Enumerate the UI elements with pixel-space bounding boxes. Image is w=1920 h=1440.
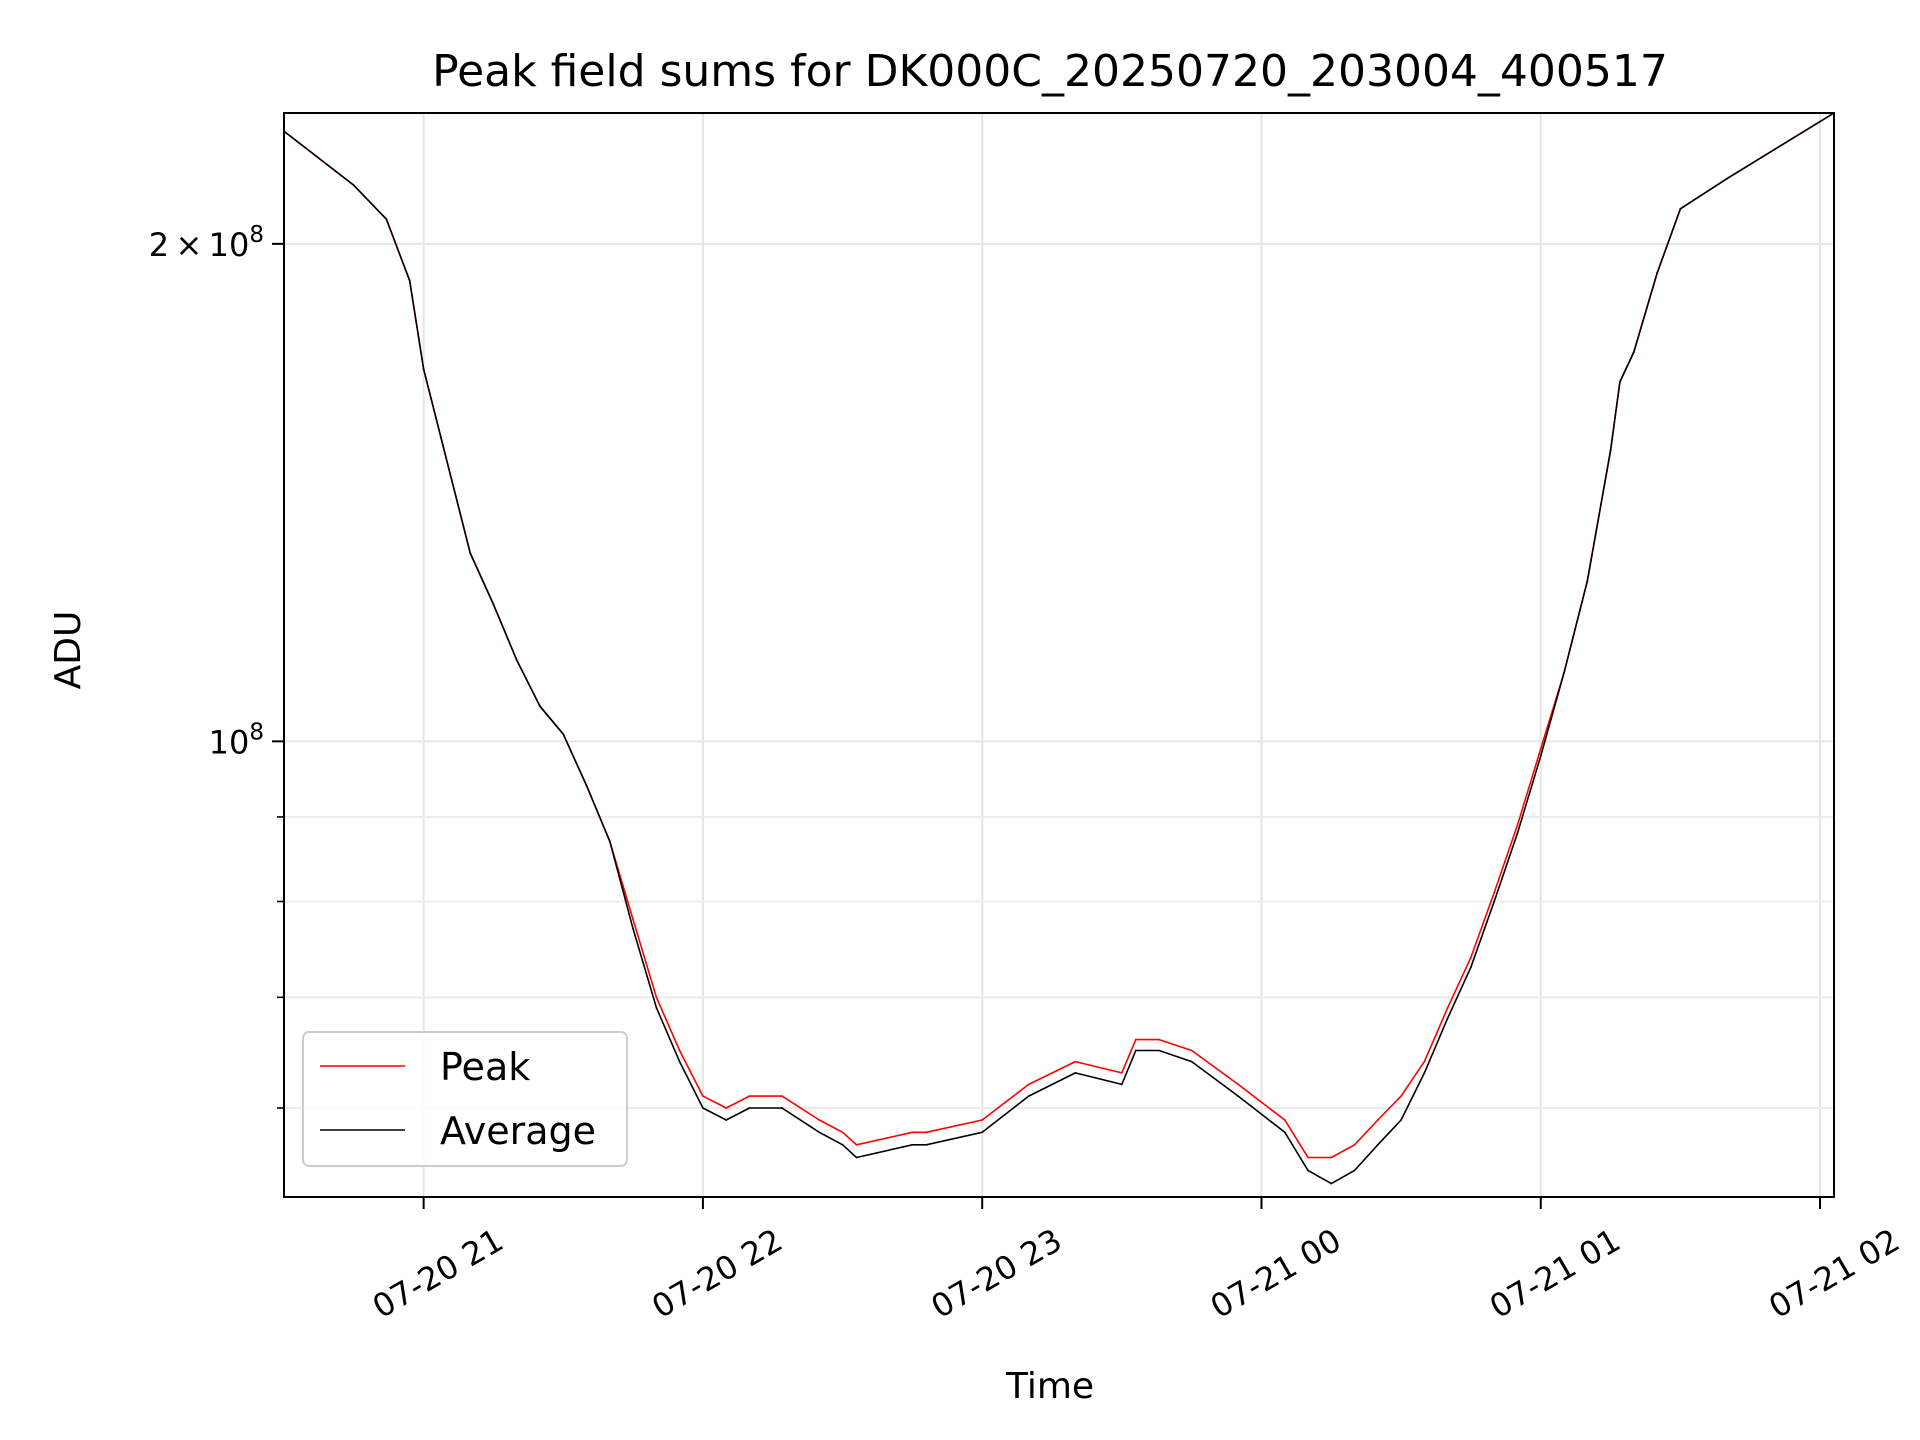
data-point-peak [1400,1095,1402,1097]
y-axis-label: ADU [48,611,89,690]
data-point-average [1493,900,1496,903]
legend: Peak Average [302,1031,628,1167]
data-point-peak [1423,1060,1426,1063]
data-point-peak [1330,1156,1333,1159]
data-point-average [678,1060,681,1063]
data-point-peak [1353,1143,1356,1146]
data-point-average [515,659,518,661]
data-point-peak [781,1095,783,1097]
data-point-average [911,1143,914,1146]
data-point-average [562,733,565,736]
series-layer [283,112,1835,1185]
data-point-average [1190,1060,1193,1063]
data-point-average [1470,966,1472,969]
data-point-average [608,840,611,843]
data-point-peak [1516,824,1519,826]
data-point-average [1609,449,1612,452]
data-point-peak [1493,891,1496,894]
data-point-average [1027,1095,1030,1097]
data-point-average [1237,1095,1240,1097]
data-point-peak [725,1107,728,1109]
data-point-average [702,1107,704,1109]
legend-label-peak: Peak [440,1045,530,1089]
data-point-peak [1376,1119,1379,1121]
data-point-average [1158,1049,1160,1052]
data-point-peak [1190,1049,1193,1052]
data-point-peak [702,1095,704,1097]
data-point-peak [1074,1060,1077,1063]
data-point-peak [1120,1072,1123,1074]
data-point-average [1563,672,1565,674]
data-point-average [352,184,355,187]
data-point-peak [1134,1038,1137,1041]
data-point-average [632,928,634,930]
data-point-average [818,1131,821,1134]
data-point-peak [678,1049,681,1052]
data-point-average [1656,272,1658,275]
data-point-average [655,1006,658,1009]
data-point-average [1423,1072,1426,1074]
data-point-average [748,1107,751,1109]
data-point-peak [632,918,634,921]
data-point-peak [1283,1119,1286,1121]
data-point-average [1516,832,1519,834]
data-point-peak [748,1095,751,1097]
data-point-average [1446,1017,1449,1019]
data-point-peak [981,1119,984,1121]
data-point-average [492,603,495,606]
data-point-peak [925,1131,928,1134]
data-point-average [539,705,541,708]
legend-label-average: Average [440,1109,596,1153]
data-point-average [1400,1119,1402,1121]
grid-layer [284,113,1834,1197]
data-point-peak [1446,1006,1449,1009]
data-point-average [469,552,472,554]
data-point-peak [1158,1038,1160,1041]
data-point-average [781,1107,783,1109]
y-tick-label-1: 108 [209,719,264,761]
data-point-average [1376,1143,1379,1146]
data-point-peak [1470,956,1472,959]
data-point-peak [1237,1083,1240,1086]
data-point-average [1726,177,1728,180]
data-point-average [1120,1083,1123,1086]
data-point-average [1074,1072,1077,1074]
data-point-average [1353,1169,1356,1172]
data-point-peak [1027,1083,1030,1086]
data-point-average [1539,754,1542,757]
data-point-peak [841,1131,844,1134]
data-point-peak [818,1119,821,1121]
data-point-average [925,1143,928,1146]
data-point-peak [1539,747,1542,750]
plot-frame [283,112,1835,1198]
data-point-average [1330,1182,1333,1185]
data-point-average [1134,1049,1137,1052]
data-point-average [1619,381,1621,383]
data-point-average [725,1119,728,1121]
data-point-average [1632,351,1635,353]
data-point-average [1283,1131,1286,1134]
x-axis-label: Time [1005,1366,1094,1407]
data-point-average [1586,580,1589,583]
data-point-average [1679,207,1682,210]
data-point-average [408,279,411,282]
data-point-average [855,1156,858,1159]
data-point-average [841,1143,844,1146]
data-point-peak [855,1143,858,1146]
data-point-peak [655,996,658,999]
data-point-average [1307,1169,1309,1172]
y-tick-label-0: 2 × 108 [149,222,264,264]
data-point-average [981,1131,984,1134]
data-point-peak [911,1131,914,1134]
data-point-peak [1307,1156,1309,1159]
chart-title: Peak field sums for DK000C_20250720_2030… [432,46,1668,97]
data-point-average [385,218,388,221]
data-point-average [422,368,425,370]
data-point-average [585,784,588,787]
